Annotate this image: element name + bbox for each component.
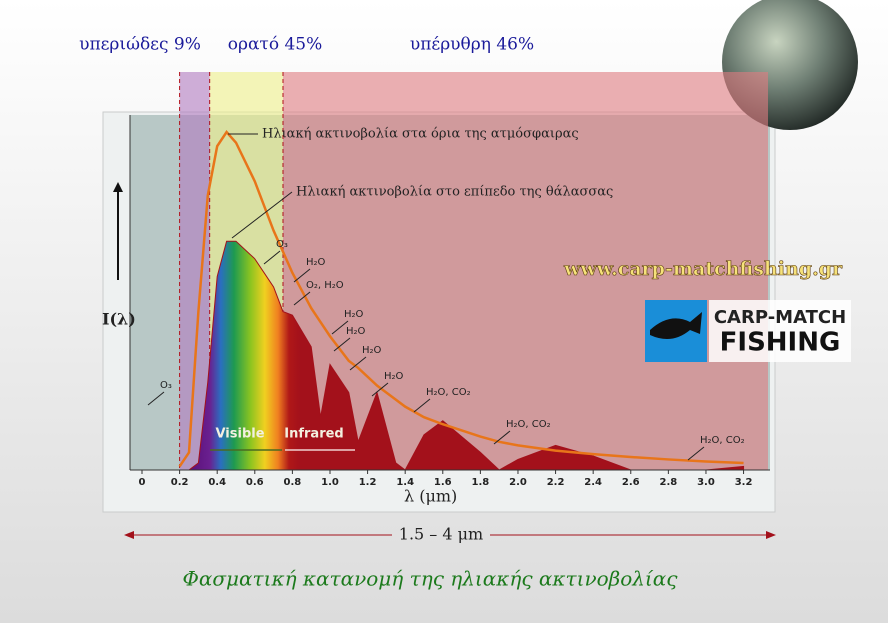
x-tick-label: 2.2 <box>547 477 565 488</box>
range-arrow-head <box>124 531 134 539</box>
absorption-leader <box>333 337 351 352</box>
sea-level-area <box>179 240 745 471</box>
x-tick-label: 0.6 <box>246 477 264 488</box>
top-atmosphere-line <box>178 130 744 468</box>
x-tick-label: 1.0 <box>321 477 339 488</box>
x-tick-label: 1.8 <box>472 477 490 488</box>
absorption-leader <box>293 268 311 283</box>
x-tick-label: 2.4 <box>584 477 602 488</box>
absorption-leader <box>293 291 311 306</box>
range-arrow-head <box>766 531 776 539</box>
logo-fish <box>650 312 702 339</box>
band-label: Infrared <box>284 427 343 442</box>
absorption-label: O₃ <box>160 380 172 391</box>
logo-line1: CARP-MATCH <box>714 307 846 328</box>
series-label: Ηλιακή ακτινοβολία στο επίπεδο της θάλασ… <box>296 185 613 200</box>
absorption-label: H₂O <box>362 345 382 356</box>
absorption-label: H₂O <box>384 371 404 382</box>
series-label: Ηλιακή ακτινοβολία στα όρια της ατμόσφαι… <box>262 127 579 142</box>
x-tick-label: 0.4 <box>208 477 226 488</box>
x-tick-label: 2.8 <box>660 477 678 488</box>
absorption-label: H₂O, CO₂ <box>506 419 551 430</box>
absorption-label: H₂O, CO₂ <box>700 435 745 446</box>
absorption-leader <box>413 398 431 413</box>
x-tick-label: 0 <box>139 477 146 488</box>
absorption-leader <box>349 356 367 371</box>
region-band <box>179 72 210 470</box>
absorption-label: O₃ <box>276 239 288 250</box>
x-tick-label: 1.2 <box>359 477 377 488</box>
absorption-leader <box>263 250 281 265</box>
absorption-label: O₂, H₂O <box>306 280 344 291</box>
x-tick-label: 2.6 <box>622 477 640 488</box>
region-label: ορατό 45% <box>228 35 323 55</box>
x-tick-label: 2.0 <box>509 477 527 488</box>
y-arrow-head <box>113 182 123 192</box>
series-leader <box>231 191 293 239</box>
x-tick-label: 3.2 <box>735 477 753 488</box>
band-label: Visible <box>215 427 264 442</box>
watermark-url: www.carp-matchfishing.gr <box>563 258 843 280</box>
x-tick-label: 3.0 <box>697 477 715 488</box>
x-tick-label: 1.6 <box>434 477 452 488</box>
absorption-label: H₂O <box>346 326 366 337</box>
absorption-leader <box>147 391 165 406</box>
absorption-leader <box>331 320 349 335</box>
absorption-label: H₂O, CO₂ <box>426 387 471 398</box>
x-tick-label: 0.8 <box>284 477 302 488</box>
absorption-leader <box>687 446 705 461</box>
x-axis-label: λ (μm) <box>404 487 457 506</box>
region-label: υπέρυθρη 46% <box>410 35 534 55</box>
absorption-leader <box>493 430 511 445</box>
y-axis-label: I(λ) <box>102 310 136 329</box>
region-band <box>282 72 768 470</box>
x-tick-label: 0.2 <box>171 477 189 488</box>
x-tick-label: 1.4 <box>396 477 414 488</box>
range-label: 1.5 – 4 μm <box>399 525 483 544</box>
absorption-label: H₂O <box>306 257 326 268</box>
absorption-leader <box>371 382 389 397</box>
chart-title: Φασματική κατανομή της ηλιακής ακτινοβολ… <box>183 567 679 591</box>
logo-text-box <box>709 300 851 362</box>
region-label: υπεριώδες 9% <box>79 35 201 55</box>
absorption-label: H₂O <box>344 309 364 320</box>
logo-line2: FISHING <box>720 328 841 358</box>
